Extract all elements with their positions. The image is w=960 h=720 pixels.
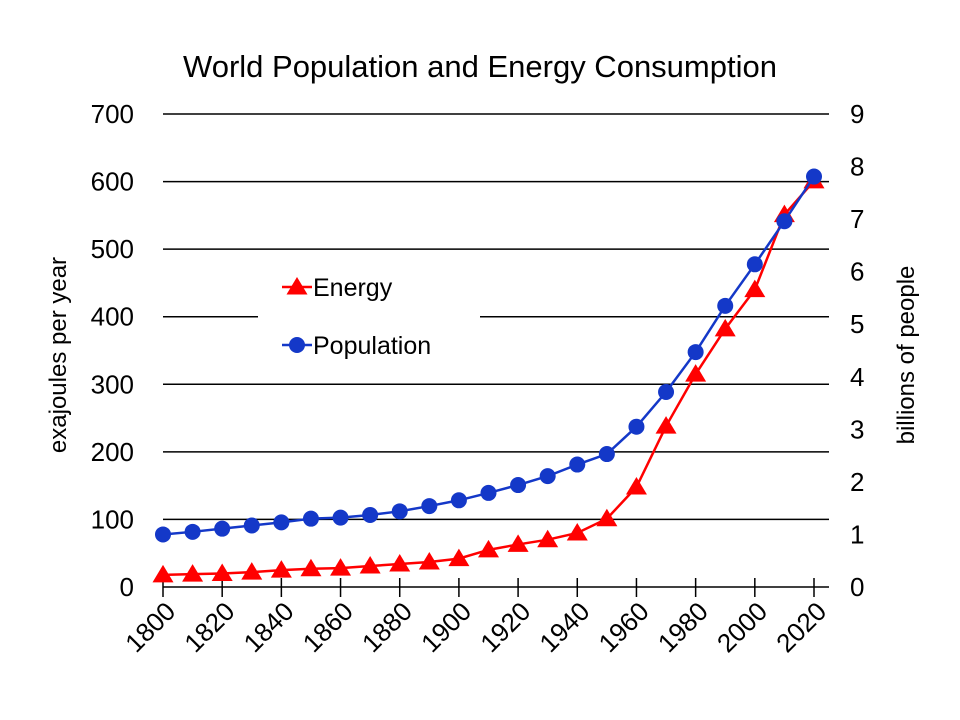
data-point-energy [359,556,381,574]
y-tick-label: 500 [91,234,134,264]
data-point-population [776,213,793,230]
y-tick-label: 400 [91,302,134,332]
data-point-population [450,492,467,509]
data-point-energy [418,551,440,570]
data-point-energy [685,364,707,382]
y2-tick-label: 7 [850,204,864,234]
data-point-energy [744,279,766,298]
y2-tick-label: 0 [850,572,864,602]
y-tick-label: 300 [91,369,134,399]
data-point-population [391,503,408,520]
x-tick-label: 1940 [533,596,595,658]
data-point-population [510,477,527,494]
y-tick-label: 100 [91,504,134,534]
data-point-energy [507,534,529,552]
y-axis-title: exajoules per year [45,257,72,453]
chart-title: World Population and Energy Consumption [183,49,777,84]
data-point-energy [211,563,233,581]
y2-tick-label: 3 [850,414,864,444]
y2-tick-label: 1 [850,519,864,549]
x-tick-label: 1960 [593,596,655,658]
x-tick-label: 1980 [652,596,714,658]
data-point-population [243,517,260,534]
legend: Energy Population [282,274,431,360]
data-point-population [421,498,438,515]
x-tick-label: 1820 [178,596,240,658]
y2-tick-label: 8 [850,152,864,182]
data-point-energy [655,416,677,434]
data-point-energy [566,522,588,541]
data-point-energy [448,548,470,567]
series-population [155,168,822,543]
data-point-population [273,514,290,531]
y2-tick-label: 2 [850,467,864,497]
data-point-population [746,256,763,273]
y2-tick-label: 9 [850,99,864,129]
data-point-energy [478,539,499,558]
data-point-energy [389,554,411,572]
data-point-population [184,523,201,540]
data-point-energy [537,529,559,548]
series [152,168,825,583]
data-point-population [332,509,349,526]
data-point-energy [241,562,263,580]
y-tick-label: 200 [91,437,134,467]
y-tick-label: 0 [120,572,134,602]
data-point-energy [300,558,322,577]
y2-axis-title: billions of people [893,266,920,445]
data-point-population [628,418,645,435]
data-point-population [717,297,734,314]
data-point-population [658,384,675,401]
x-tick-label: 1840 [237,596,299,658]
data-point-population [598,446,615,463]
legend-circle-icon [289,337,305,353]
data-point-energy [270,560,292,578]
data-point-population [687,344,704,361]
x-tick-label: 1880 [356,596,418,658]
x-tick-label: 1900 [415,596,477,658]
data-point-energy [714,318,736,337]
data-point-population [539,468,556,485]
x-tick-label: 2020 [770,596,832,658]
data-point-population [480,484,497,501]
legend-label: Energy [313,274,393,302]
series-line-energy [162,180,815,577]
legend-item-energy: Energy [282,274,393,302]
data-point-population [214,520,231,537]
y-tick-label: 600 [91,167,134,197]
data-point-energy [596,508,618,527]
data-point-energy [182,564,204,582]
y2-tick-label: 6 [850,257,864,287]
y-tick-label: 700 [91,99,134,129]
series-energy [152,170,825,583]
data-point-population [302,510,319,527]
data-point-energy [152,564,174,583]
legend-label: Population [313,332,431,360]
data-point-population [806,168,822,185]
x-tick-label: 2000 [711,596,773,658]
data-point-population [362,506,379,523]
y2-tick-label: 5 [850,309,864,339]
x-tick-label: 1860 [297,596,359,658]
data-point-population [569,456,586,473]
legend-triangle-icon [286,277,308,295]
legend-item-population: Population [282,332,431,360]
data-point-population [155,526,171,543]
y2-tick-label: 4 [850,362,864,392]
data-point-energy [625,476,647,495]
x-tick-label: 1920 [474,596,536,658]
x-tick-label: 1800 [119,596,181,658]
data-point-energy [330,558,352,576]
